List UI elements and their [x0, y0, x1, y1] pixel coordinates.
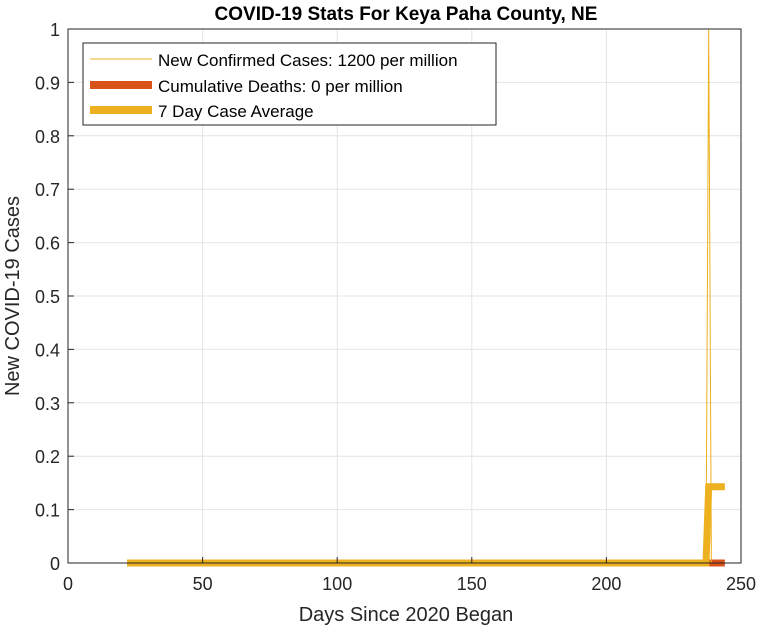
legend-label-new-cases: New Confirmed Cases: 1200 per million — [158, 51, 458, 70]
x-tick-label: 250 — [726, 574, 756, 594]
y-tick-label: 0.7 — [35, 180, 60, 200]
x-tick-label: 0 — [63, 574, 73, 594]
legend-label-average: 7 Day Case Average — [158, 102, 314, 121]
x-tick-label: 200 — [591, 574, 621, 594]
y-tick-label: 0.3 — [35, 394, 60, 414]
y-tick-label: 0.1 — [35, 501, 60, 521]
y-tick-label: 0.9 — [35, 73, 60, 93]
y-tick-label: 0.2 — [35, 447, 60, 467]
x-tick-label: 50 — [193, 574, 213, 594]
y-axis-label: New COVID-19 Cases — [2, 196, 24, 396]
y-tick-label: 1 — [50, 20, 60, 40]
legend-label-deaths: Cumulative Deaths: 0 per million — [158, 77, 403, 96]
legend: New Confirmed Cases: 1200 per million Cu… — [82, 42, 497, 126]
y-tick-label: 0.4 — [35, 340, 60, 360]
y-tick-label: 0 — [50, 554, 60, 574]
y-tick-label: 0.5 — [35, 287, 60, 307]
ticks: 0 50 100 150 200 250 0 0.1 0.2 0.3 0.4 0.5 0.6 0.7 0.8… — [35, 20, 756, 594]
y-tick-label: 0.8 — [35, 127, 60, 147]
x-tick-label: 100 — [322, 574, 352, 594]
x-axis-label: Days Since 2020 Began — [299, 604, 514, 626]
x-tick-label: 150 — [457, 574, 487, 594]
chart-title: COVID-19 Stats For Keya Paha County, NE — [215, 4, 598, 25]
y-tick-label: 0.6 — [35, 234, 60, 254]
